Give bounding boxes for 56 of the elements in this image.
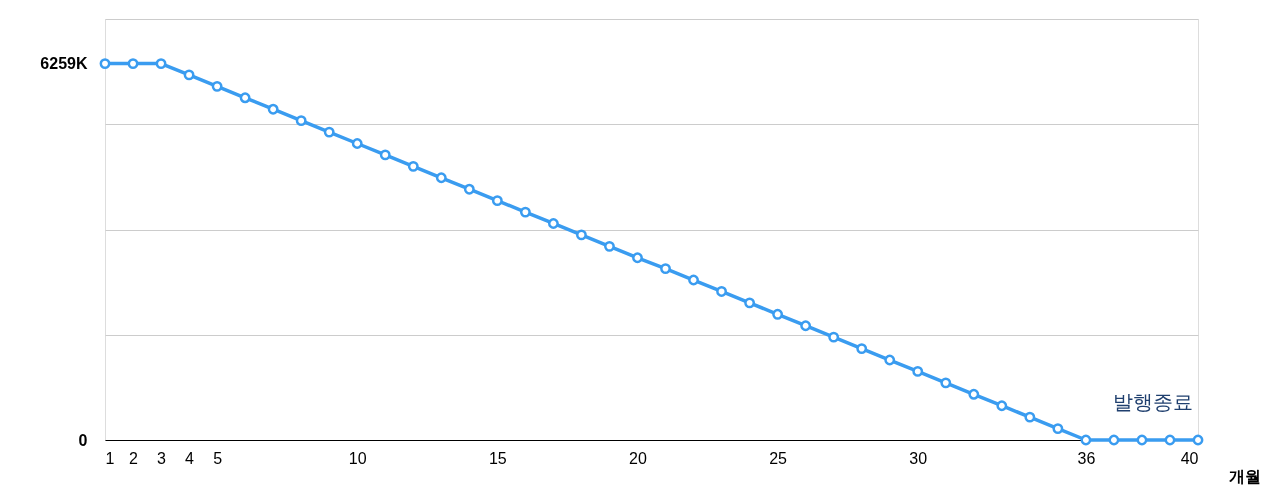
- point: [800, 320, 812, 332]
- point: [632, 252, 643, 264]
- point: [99, 58, 111, 69]
- point: [688, 274, 699, 286]
- point: [856, 343, 868, 355]
- x-tick-label: 5: [213, 449, 223, 467]
- x-tick-label: 25: [769, 449, 788, 467]
- point: [1052, 423, 1064, 434]
- point: [155, 58, 167, 69]
- point: [968, 388, 980, 400]
- point: [267, 103, 279, 115]
- x-tick-label: 40: [1180, 449, 1199, 467]
- point: [491, 195, 503, 207]
- y-tick-label: 0: [78, 431, 88, 449]
- point: [716, 286, 727, 297]
- point: [183, 69, 195, 81]
- point: [435, 172, 447, 184]
- x-tick-label: 1: [105, 449, 115, 467]
- x-tick-label: 4: [185, 449, 195, 467]
- x-tick-label: 36: [1077, 449, 1096, 467]
- point: [379, 149, 391, 161]
- x-tick-label: 10: [348, 449, 367, 467]
- x-axis-title: 개월: [1228, 467, 1261, 485]
- point: [1164, 434, 1176, 446]
- point: [1024, 411, 1036, 423]
- point: [772, 308, 784, 320]
- point: [1080, 434, 1092, 446]
- point: [211, 80, 223, 92]
- x-tick-label: 30: [909, 449, 928, 467]
- point: [604, 240, 615, 252]
- point: [940, 377, 952, 389]
- annotation: 발행종료: [1113, 391, 1193, 413]
- x-tick-label: 3: [157, 449, 167, 467]
- point: [239, 92, 251, 104]
- point: [295, 115, 307, 127]
- point: [1136, 434, 1148, 446]
- x-tick-label: 15: [488, 449, 507, 467]
- point: [547, 218, 559, 229]
- point: [1108, 434, 1120, 446]
- point: [127, 58, 139, 69]
- x-tick-label: 20: [629, 449, 647, 467]
- point: [351, 138, 363, 149]
- point: [1192, 434, 1204, 446]
- point: [744, 297, 756, 309]
- y-tick-label: 6259K: [40, 55, 88, 73]
- point: [576, 229, 587, 241]
- x-tick-label: 2: [129, 449, 139, 467]
- point: [323, 126, 335, 138]
- point: [828, 331, 840, 343]
- point: [660, 263, 671, 275]
- point: [463, 183, 475, 195]
- point: [519, 206, 531, 218]
- point: [912, 366, 924, 377]
- point: [884, 354, 896, 366]
- point: [407, 160, 419, 172]
- point: [996, 400, 1008, 412]
